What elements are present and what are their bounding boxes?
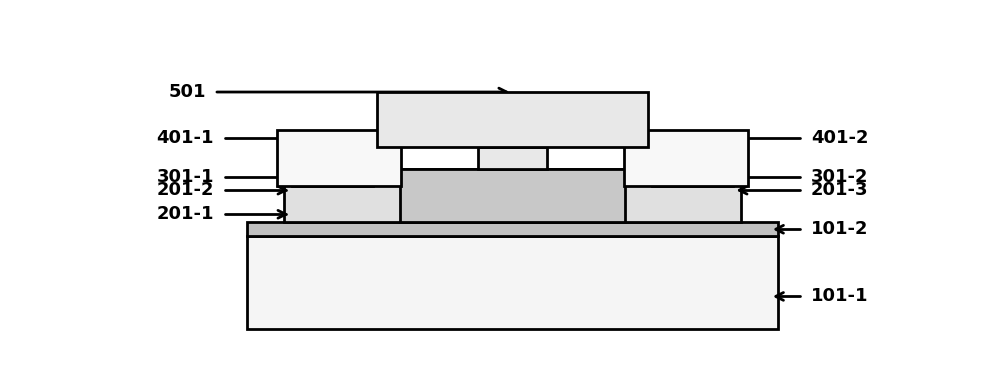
Text: 301-1: 301-1 [157,168,214,186]
Bar [277,130,401,186]
Text: 201-2: 201-2 [157,181,214,199]
Text: 101-2: 101-2 [811,220,868,238]
Bar [652,168,733,186]
Bar [247,236,778,329]
Bar [400,169,625,222]
Bar [377,92,648,147]
Bar [292,168,373,186]
Bar [478,147,547,169]
Text: 501: 501 [169,83,206,101]
Bar [284,169,741,222]
Bar [624,130,748,186]
Text: 401-1: 401-1 [157,129,214,147]
Bar [247,222,778,236]
Text: 201-1: 201-1 [157,205,214,223]
Text: 301-2: 301-2 [811,168,868,186]
Text: 201-3: 201-3 [811,181,868,199]
Text: 101-1: 101-1 [811,287,868,305]
Text: 401-2: 401-2 [811,129,868,147]
